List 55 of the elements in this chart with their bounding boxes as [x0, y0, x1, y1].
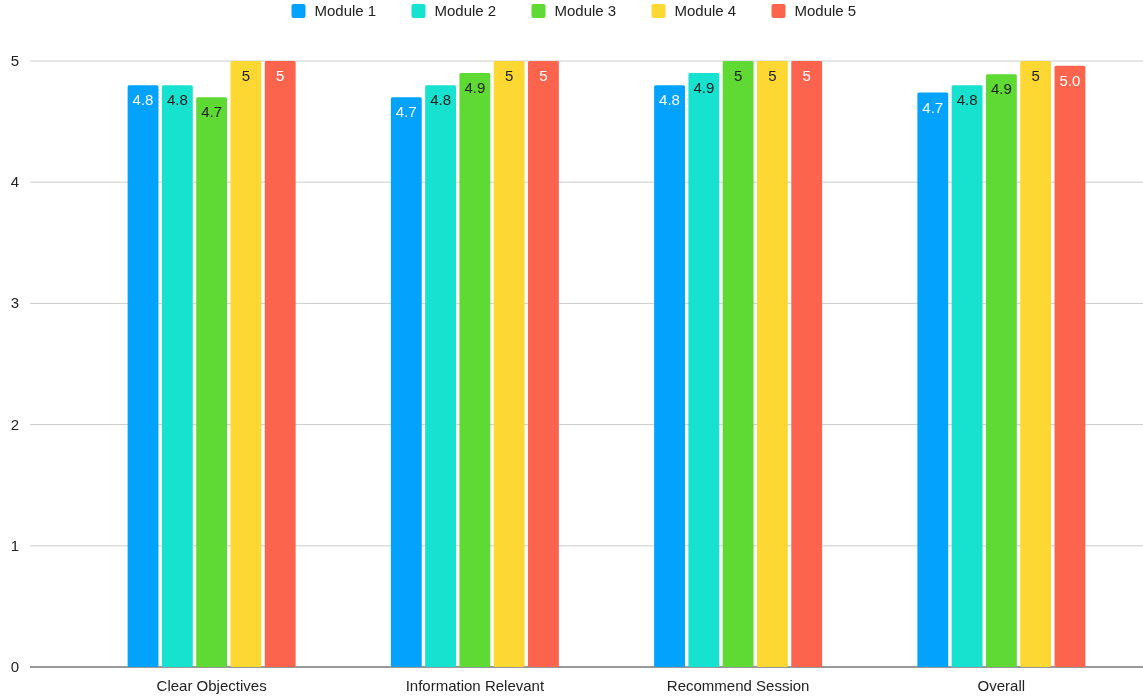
bar: [985, 74, 1017, 667]
data-label: 5: [504, 67, 514, 84]
bar: [791, 61, 823, 667]
data-label: 4.7: [395, 103, 417, 121]
bar: [1020, 61, 1052, 667]
data-label: 5: [539, 67, 548, 84]
y-tick-label: 3: [10, 294, 20, 312]
x-tick-label: Overall: [977, 677, 1026, 694]
x-tick-label: Clear Objectives: [156, 677, 267, 694]
data-label: 5: [1031, 67, 1040, 84]
data-label: 4.8: [132, 91, 154, 109]
y-tick-label: 2: [10, 415, 20, 433]
bar: [722, 61, 754, 667]
bar: [528, 61, 559, 667]
bar: [127, 85, 159, 667]
bar: [161, 85, 193, 667]
bar: [196, 97, 228, 667]
y-tick-label: 0: [10, 658, 20, 675]
data-label: 5: [276, 67, 285, 84]
y-tick-label: 4: [10, 173, 20, 191]
bar: [493, 61, 525, 667]
bar: [230, 61, 262, 667]
bar: [425, 85, 457, 667]
bar: [756, 61, 788, 667]
data-label: 4.9: [693, 79, 715, 97]
data-label: 4.9: [990, 80, 1012, 98]
data-label: 4.8: [166, 91, 188, 109]
legend-label: Module 1: [314, 2, 377, 19]
bar: [654, 85, 685, 667]
x-tick-label: Information Relevant: [405, 677, 545, 694]
x-tick-label: Recommend Session: [666, 677, 810, 694]
data-label: 4.7: [201, 103, 223, 121]
bar: [951, 85, 983, 667]
bar: [688, 73, 720, 667]
data-label: 5: [768, 67, 777, 84]
data-label: 4.8: [430, 91, 452, 109]
y-tick-label: 5: [10, 52, 20, 69]
data-label: 5: [802, 67, 811, 84]
bar: [1054, 65, 1086, 667]
legend-label: Module 2: [434, 2, 497, 19]
data-label: 5.0: [1059, 71, 1081, 89]
data-label: 5: [241, 67, 251, 84]
data-label: 5: [733, 67, 743, 84]
data-label: 4.7: [922, 98, 944, 116]
legend-label: Module 3: [554, 2, 617, 19]
bar: [917, 92, 949, 667]
data-label: 4.8: [956, 91, 978, 109]
legend-label: Module 4: [674, 2, 737, 19]
data-label: 4.9: [464, 79, 486, 97]
bar: [390, 97, 422, 667]
bar: [459, 73, 491, 667]
bar: [264, 61, 296, 667]
data-label: 4.8: [659, 91, 680, 109]
y-tick-label: 1: [10, 536, 20, 554]
legend-label: Module 5: [794, 2, 857, 19]
